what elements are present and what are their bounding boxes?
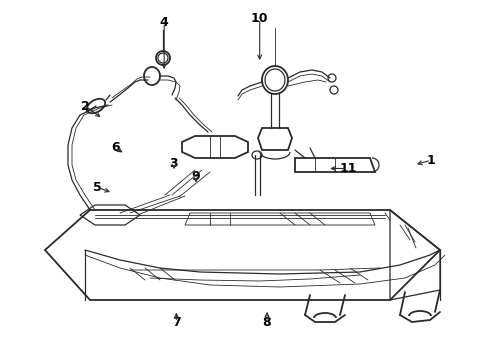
Text: 4: 4 <box>160 16 169 29</box>
Text: 1: 1 <box>427 154 436 167</box>
Text: 10: 10 <box>251 12 269 25</box>
Text: 6: 6 <box>111 141 120 154</box>
Text: 7: 7 <box>172 316 181 329</box>
Text: 9: 9 <box>192 170 200 183</box>
Text: 3: 3 <box>170 157 178 170</box>
Text: 11: 11 <box>339 162 357 175</box>
Text: 2: 2 <box>81 100 90 113</box>
Text: 5: 5 <box>93 181 101 194</box>
Text: 8: 8 <box>263 316 271 329</box>
